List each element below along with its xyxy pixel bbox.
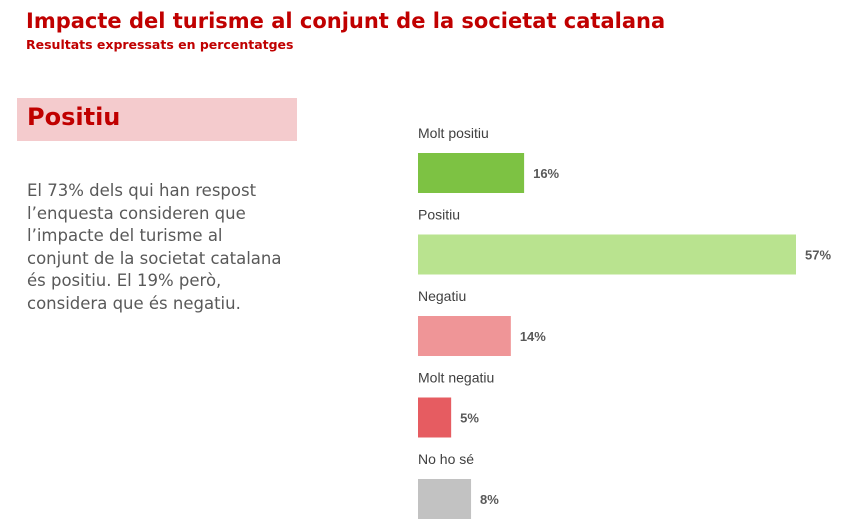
section-description: El 73% dels qui han respost l’enquesta c… [27, 181, 282, 313]
section-header: Positiu [17, 98, 297, 141]
category-label: Molt negatiu [418, 370, 494, 386]
section-label: Positiu [27, 103, 121, 131]
bar [418, 397, 452, 438]
bar [418, 316, 511, 356]
bar [418, 234, 796, 275]
bar [418, 153, 525, 193]
category-label: Molt positiu [418, 125, 489, 141]
chart-title: Impacte del turisme al conjunt de la soc… [26, 9, 666, 33]
value-label: 8% [480, 492, 499, 507]
category-label: No ho sé [418, 451, 474, 467]
chart-subtitle: Resultats expressats en percentatges [26, 37, 294, 52]
category-label: Negatiu [418, 288, 466, 304]
value-label: 57% [805, 248, 831, 263]
value-label: 14% [520, 329, 546, 344]
category-label: Positiu [418, 207, 460, 223]
value-label: 16% [533, 166, 559, 181]
value-label: 5% [460, 411, 479, 426]
bar [418, 479, 472, 519]
